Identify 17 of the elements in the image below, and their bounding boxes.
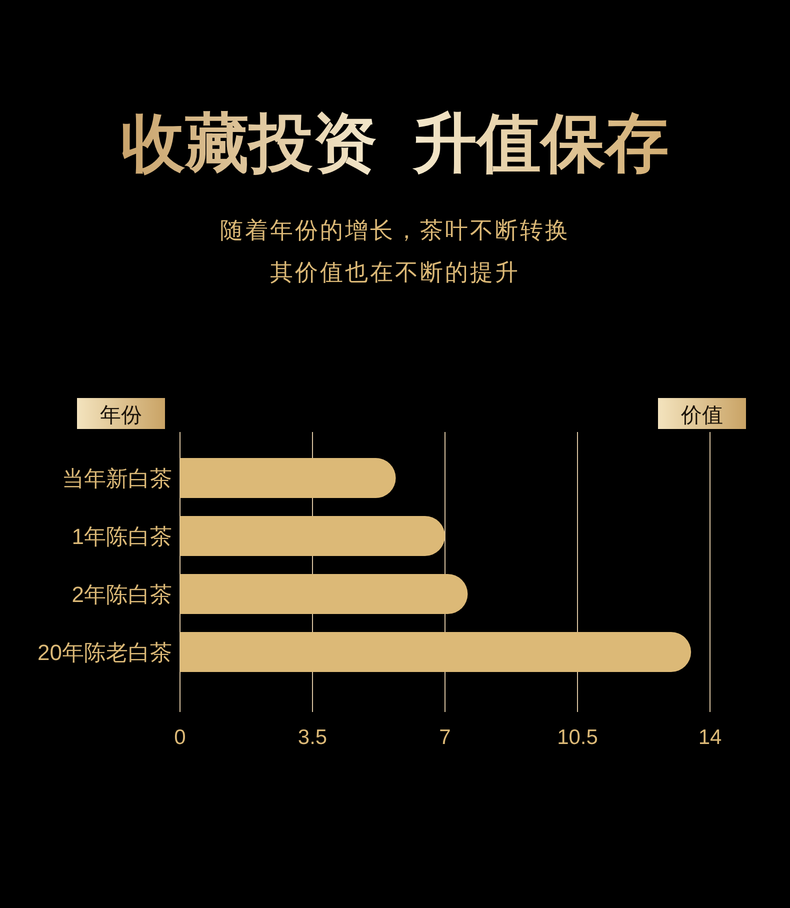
x-tick-label: 14 (698, 726, 722, 749)
x-tick-label: 10.5 (557, 726, 598, 749)
bar (180, 632, 692, 672)
y-tick-label: 当年新白茶 (62, 466, 172, 491)
x-axis-title: 价值 (680, 404, 723, 427)
x-tick-label: 7 (439, 726, 451, 749)
bar (180, 574, 468, 614)
y-tick-label: 20年陈老白茶 (38, 640, 172, 665)
bar (180, 458, 396, 498)
chart-title: 收藏投资 升值保存 (121, 107, 669, 179)
bar (180, 516, 445, 556)
x-tick-label: 0 (174, 726, 186, 749)
y-axis-title: 年份 (100, 404, 142, 427)
y-tick-label: 2年陈白茶 (72, 582, 172, 607)
x-tick-label: 3.5 (298, 726, 328, 749)
y-tick-label: 1年陈白茶 (72, 524, 172, 549)
chart-subtitle: 随着年份的增长，茶叶不断转换其价值也在不断的提升 (220, 217, 570, 285)
